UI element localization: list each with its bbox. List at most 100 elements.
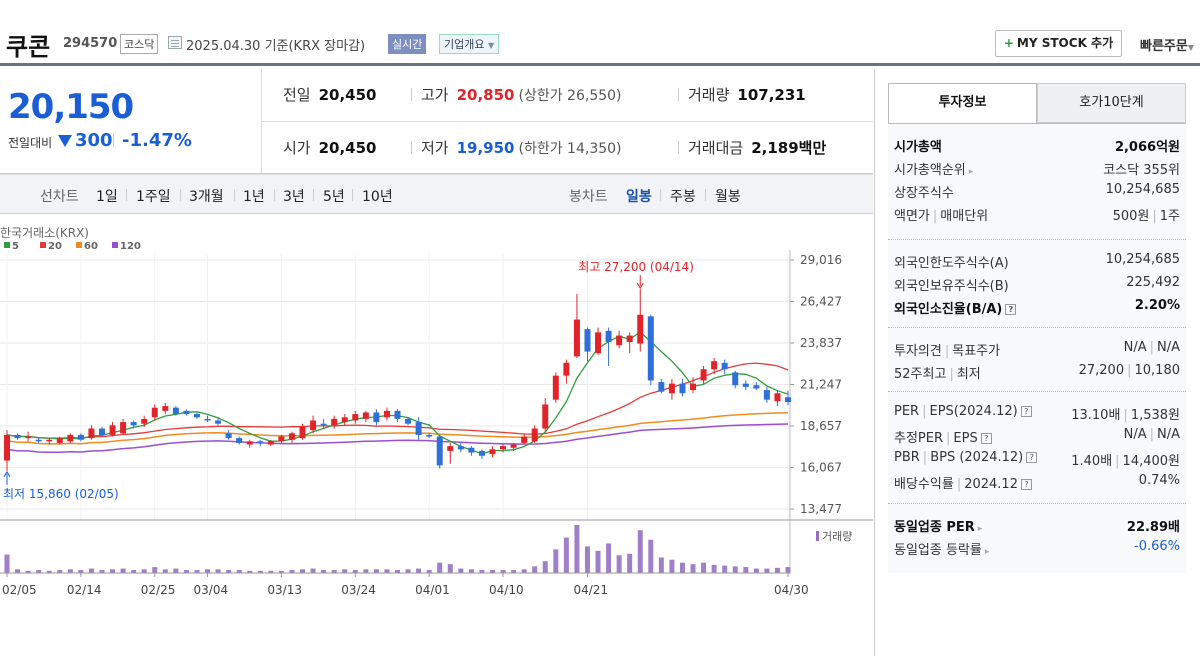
candle-body[interactable] xyxy=(77,434,84,440)
candle-body[interactable] xyxy=(595,332,602,354)
candle-body[interactable] xyxy=(109,425,116,435)
candle-body[interactable] xyxy=(573,319,580,357)
candle-body[interactable] xyxy=(35,439,42,442)
help-icon[interactable]: ? xyxy=(1020,406,1032,417)
candle-body[interactable] xyxy=(711,361,718,370)
candle-body[interactable] xyxy=(288,433,295,440)
candle-body[interactable] xyxy=(637,314,644,344)
invest-row[interactable]: 동일업종 PER ▸ 22.89배 xyxy=(894,516,1180,536)
tab-range-1w[interactable]: 1주일 xyxy=(136,189,171,205)
realtime-button[interactable]: 실시간 xyxy=(388,34,427,54)
candle-body[interactable] xyxy=(658,382,665,392)
candle-body[interactable] xyxy=(584,329,591,352)
candle-body[interactable] xyxy=(246,441,253,445)
invest-row[interactable]: 시가총액순위 ▸ 코스닥 355위 xyxy=(894,159,1180,179)
candle-body[interactable] xyxy=(204,418,211,421)
candle-body[interactable] xyxy=(531,428,538,442)
candle-body[interactable] xyxy=(341,417,348,423)
candle-body[interactable] xyxy=(647,316,654,381)
candle-body[interactable] xyxy=(98,428,105,435)
candle-body[interactable] xyxy=(14,434,21,439)
candle-body[interactable] xyxy=(605,330,612,342)
tab-invest-info[interactable]: 투자정보 xyxy=(888,83,1037,123)
candle-body[interactable] xyxy=(257,441,264,443)
candle-body[interactable] xyxy=(690,383,697,391)
candle-body[interactable] xyxy=(785,397,791,403)
candle-body[interactable] xyxy=(774,393,781,402)
tab-range-1d[interactable]: 1일 xyxy=(96,189,118,205)
candle-body[interactable] xyxy=(405,418,412,424)
candle-body[interactable] xyxy=(742,383,749,387)
candle-body[interactable] xyxy=(141,418,148,424)
candle-body[interactable] xyxy=(225,433,232,439)
tab-candle-daily[interactable]: 일봉 xyxy=(626,189,652,205)
candle-body[interactable] xyxy=(436,436,443,466)
my-stock-add-button[interactable]: + MY STOCK 추가 xyxy=(995,30,1122,57)
candle-body[interactable] xyxy=(457,446,464,450)
candle-body[interactable] xyxy=(478,450,485,456)
candle-body[interactable] xyxy=(151,407,158,418)
candle-body[interactable] xyxy=(721,362,728,370)
help-icon[interactable]: ? xyxy=(1020,479,1032,490)
candle-body[interactable] xyxy=(56,438,63,443)
candle-body[interactable] xyxy=(88,428,95,439)
candle-body[interactable] xyxy=(46,439,53,442)
invest-row[interactable]: 배당수익률 | 2024.12? 0.74% xyxy=(894,473,1180,493)
tab-range-1y[interactable]: 1년 xyxy=(243,189,265,205)
candle-body[interactable] xyxy=(489,449,496,455)
candle-body[interactable] xyxy=(521,436,528,443)
candle-body[interactable] xyxy=(510,444,517,448)
candle-body[interactable] xyxy=(500,446,507,450)
candle-body[interactable] xyxy=(278,436,285,442)
candle-body[interactable] xyxy=(415,422,422,435)
candle-body[interactable] xyxy=(763,390,770,400)
corp-overview-dropdown[interactable]: 기업개요 ▼ xyxy=(439,34,500,54)
help-icon[interactable]: ? xyxy=(980,433,992,444)
candle-body[interactable] xyxy=(4,434,10,461)
candle-body[interactable] xyxy=(162,406,169,411)
help-icon[interactable]: ? xyxy=(1005,304,1017,315)
candle-body[interactable] xyxy=(236,438,243,443)
stock-chart[interactable]: 한국거래소(KRX) 5 20 60 120 29,016 26,427 23,837 21,2… xyxy=(0,214,873,656)
candlestick-chart[interactable]: 한국거래소(KRX)5 20 60 120 29,016 26,427 23,837 21,2… xyxy=(0,214,873,656)
tab-range-5y[interactable]: 5년 xyxy=(323,189,345,205)
tab-candle-monthly[interactable]: 월봉 xyxy=(715,189,741,205)
candle-body[interactable] xyxy=(215,420,222,424)
quick-order-dropdown[interactable]: 빠른주문▼ xyxy=(1140,35,1194,54)
candle-body[interactable] xyxy=(352,414,359,421)
candle-body[interactable] xyxy=(668,383,675,394)
candle-body[interactable] xyxy=(25,436,32,439)
tab-orderbook-10[interactable]: 호가10단계 xyxy=(1037,83,1186,123)
candle-body[interactable] xyxy=(362,412,369,419)
candle-body[interactable] xyxy=(679,383,686,394)
tab-range-10y[interactable]: 10년 xyxy=(362,189,393,205)
invest-row[interactable]: PBR | BPS (2024.12)? 1.40배 | 14,400원 xyxy=(894,450,1180,470)
candle-body[interactable] xyxy=(67,434,74,442)
candle-body[interactable] xyxy=(120,422,127,434)
candle-body[interactable] xyxy=(172,407,179,415)
candle-body[interactable] xyxy=(700,369,707,381)
candle-body[interactable] xyxy=(563,362,570,376)
candle-body[interactable] xyxy=(426,434,433,437)
tab-range-3y[interactable]: 3년 xyxy=(283,189,305,205)
candle-body[interactable] xyxy=(267,441,274,445)
candle-body[interactable] xyxy=(753,385,760,389)
candle-body[interactable] xyxy=(447,446,454,451)
candle-body[interactable] xyxy=(193,414,200,418)
tab-candle-weekly[interactable]: 주봉 xyxy=(670,189,696,205)
invest-row[interactable]: 추정PER | EPS? N/A | N/A xyxy=(894,427,1180,447)
invest-row[interactable]: PER | EPS(2024.12)? 13.10배 | 1,538원 xyxy=(894,404,1180,424)
candle-body[interactable] xyxy=(542,404,549,429)
candle-body[interactable] xyxy=(552,375,559,400)
candle-body[interactable] xyxy=(183,410,190,415)
candle-body[interactable] xyxy=(310,420,317,431)
invest-row[interactable]: 외국인소진율(B/A)? 2.20% xyxy=(894,298,1180,318)
candle-body[interactable] xyxy=(732,372,739,386)
candle-body[interactable] xyxy=(383,410,390,418)
candle-body[interactable] xyxy=(373,412,380,423)
tab-range-3m[interactable]: 3개월 xyxy=(189,189,224,205)
candle-body[interactable] xyxy=(299,426,306,439)
help-icon[interactable]: ? xyxy=(1026,452,1038,463)
candle-body[interactable] xyxy=(468,447,475,453)
candle-body[interactable] xyxy=(616,335,623,346)
